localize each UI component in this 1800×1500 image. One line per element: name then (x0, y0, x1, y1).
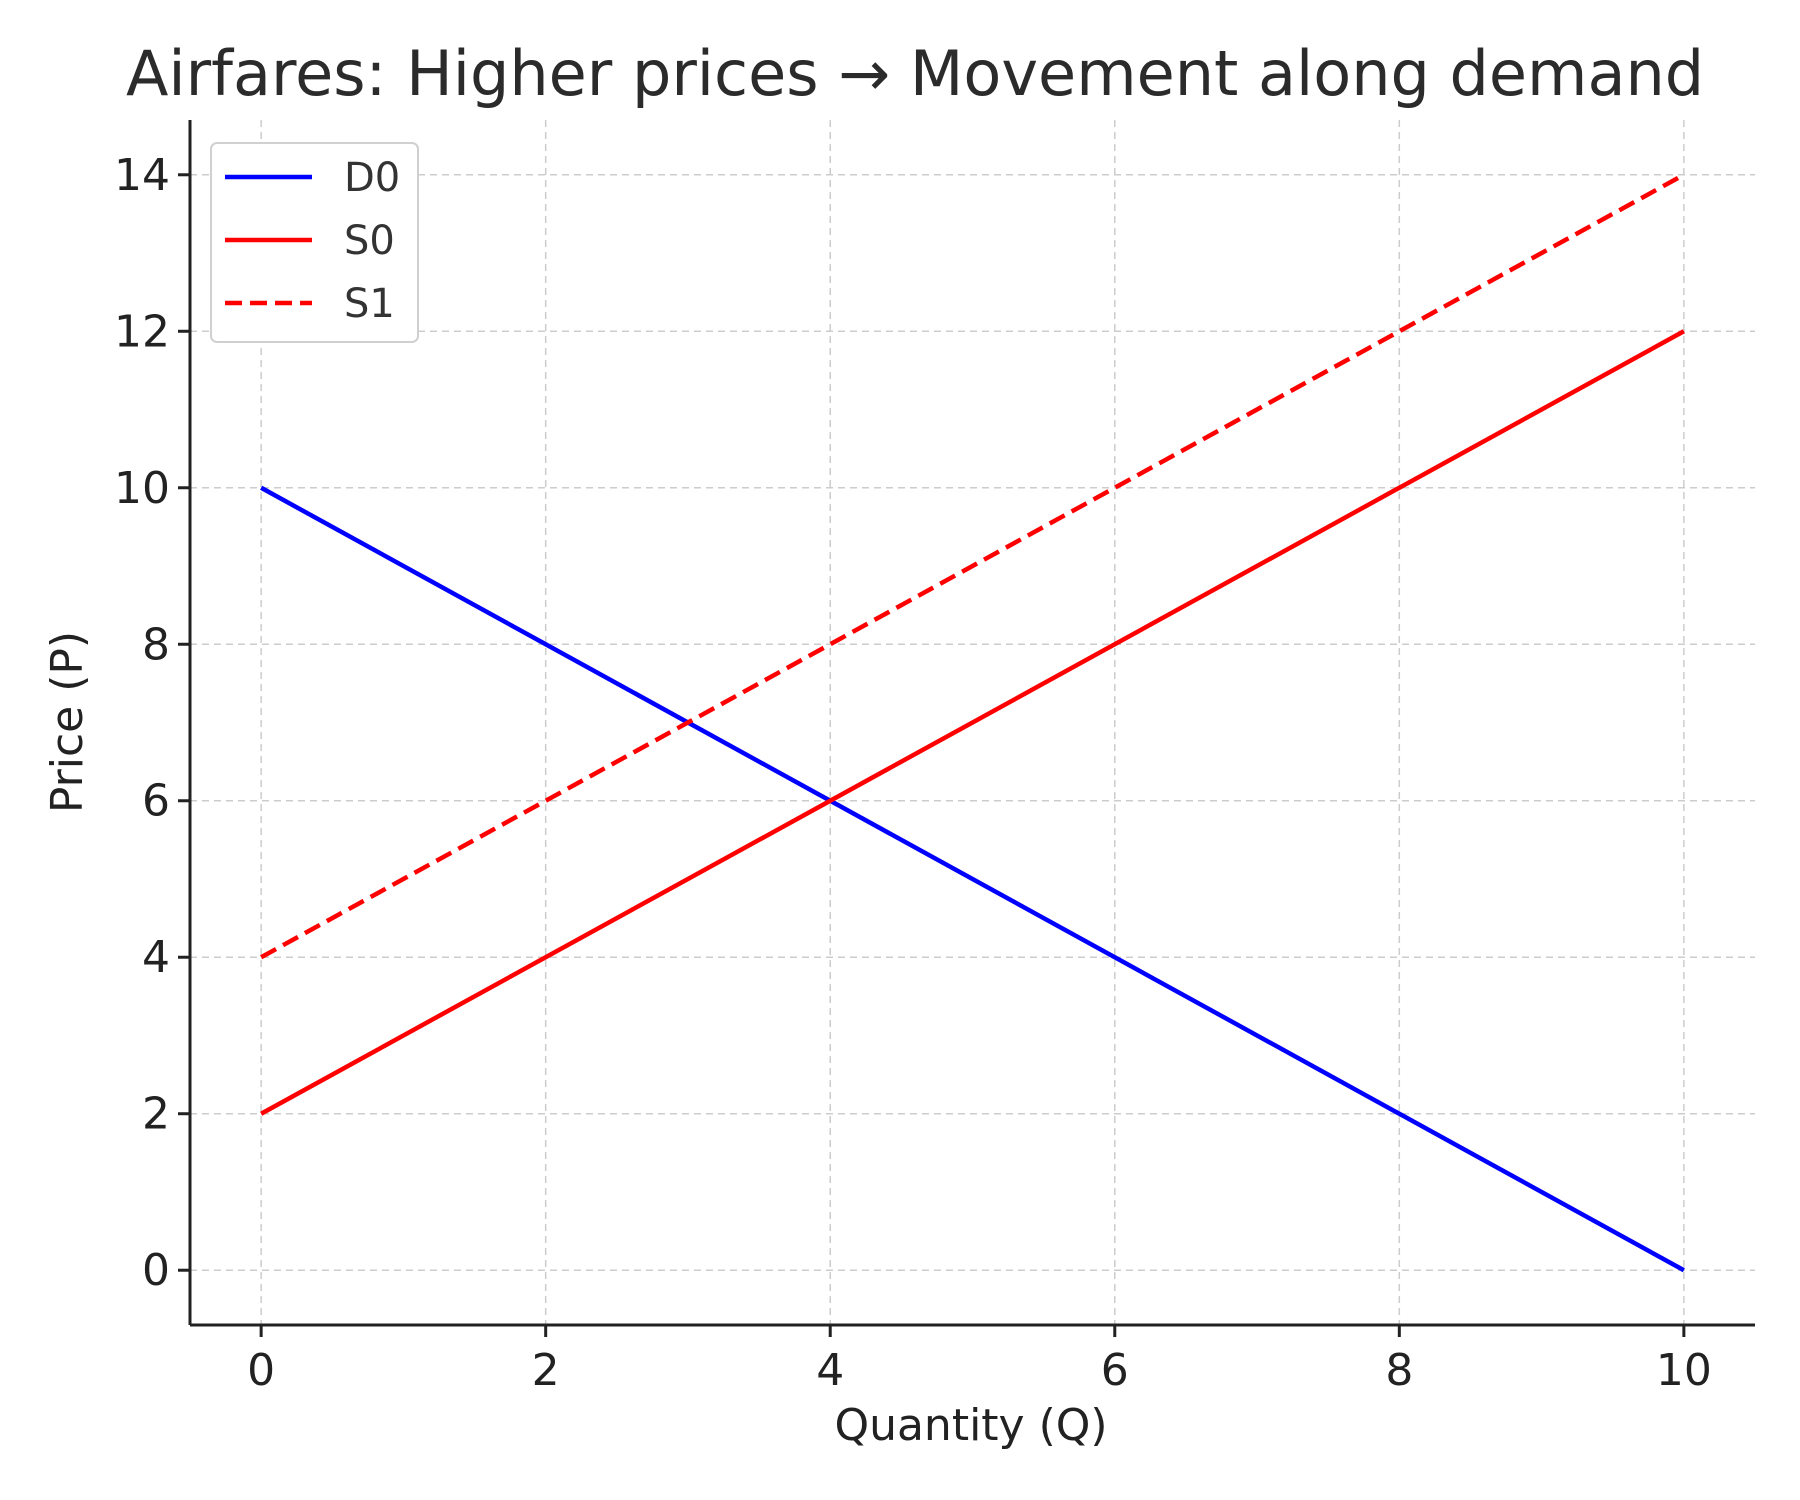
y-tick-label-10: 10 (114, 463, 170, 514)
y-ticks: 0 2 4 6 8 10 12 14 (114, 150, 190, 1296)
legend-label-s0: S0 (344, 218, 395, 264)
y-tick-label-0: 0 (142, 1245, 170, 1296)
y-tick-label-12: 12 (114, 306, 170, 357)
x-tick-label-6: 6 (1101, 1345, 1129, 1396)
series-line-d0 (260, 485, 1685, 1273)
series-line-s1 (260, 172, 1685, 960)
x-tick-label-10: 10 (1656, 1345, 1712, 1396)
x-axis-title: Quantity (Q) (834, 1400, 1107, 1451)
y-tick-label-6: 6 (142, 776, 170, 827)
y-axis-title: Price (P) (42, 631, 93, 813)
y-tick-label-8: 8 (142, 619, 170, 670)
y-tick-label-2: 2 (142, 1089, 170, 1140)
x-tick-label-4: 4 (816, 1345, 844, 1396)
chart-title: Airfares: Higher prices → Movement along… (126, 37, 1704, 110)
legend-label-d0: D0 (344, 155, 400, 201)
legend: D0 S0 S1 (210, 142, 419, 343)
grid (190, 120, 1755, 1325)
y-tick-label-14: 14 (114, 150, 170, 201)
x-tick-label-0: 0 (247, 1345, 275, 1396)
axes (188, 120, 1755, 1327)
series-group (260, 172, 1685, 1273)
x-tick-label-2: 2 (532, 1345, 560, 1396)
y-tick-label-4: 4 (142, 932, 170, 983)
legend-box (210, 142, 419, 343)
x-ticks: 0 2 4 6 8 10 (247, 1325, 1712, 1396)
series-line-s0 (260, 329, 1685, 1116)
legend-label-s1: S1 (344, 281, 395, 327)
x-tick-label-8: 8 (1385, 1345, 1413, 1396)
